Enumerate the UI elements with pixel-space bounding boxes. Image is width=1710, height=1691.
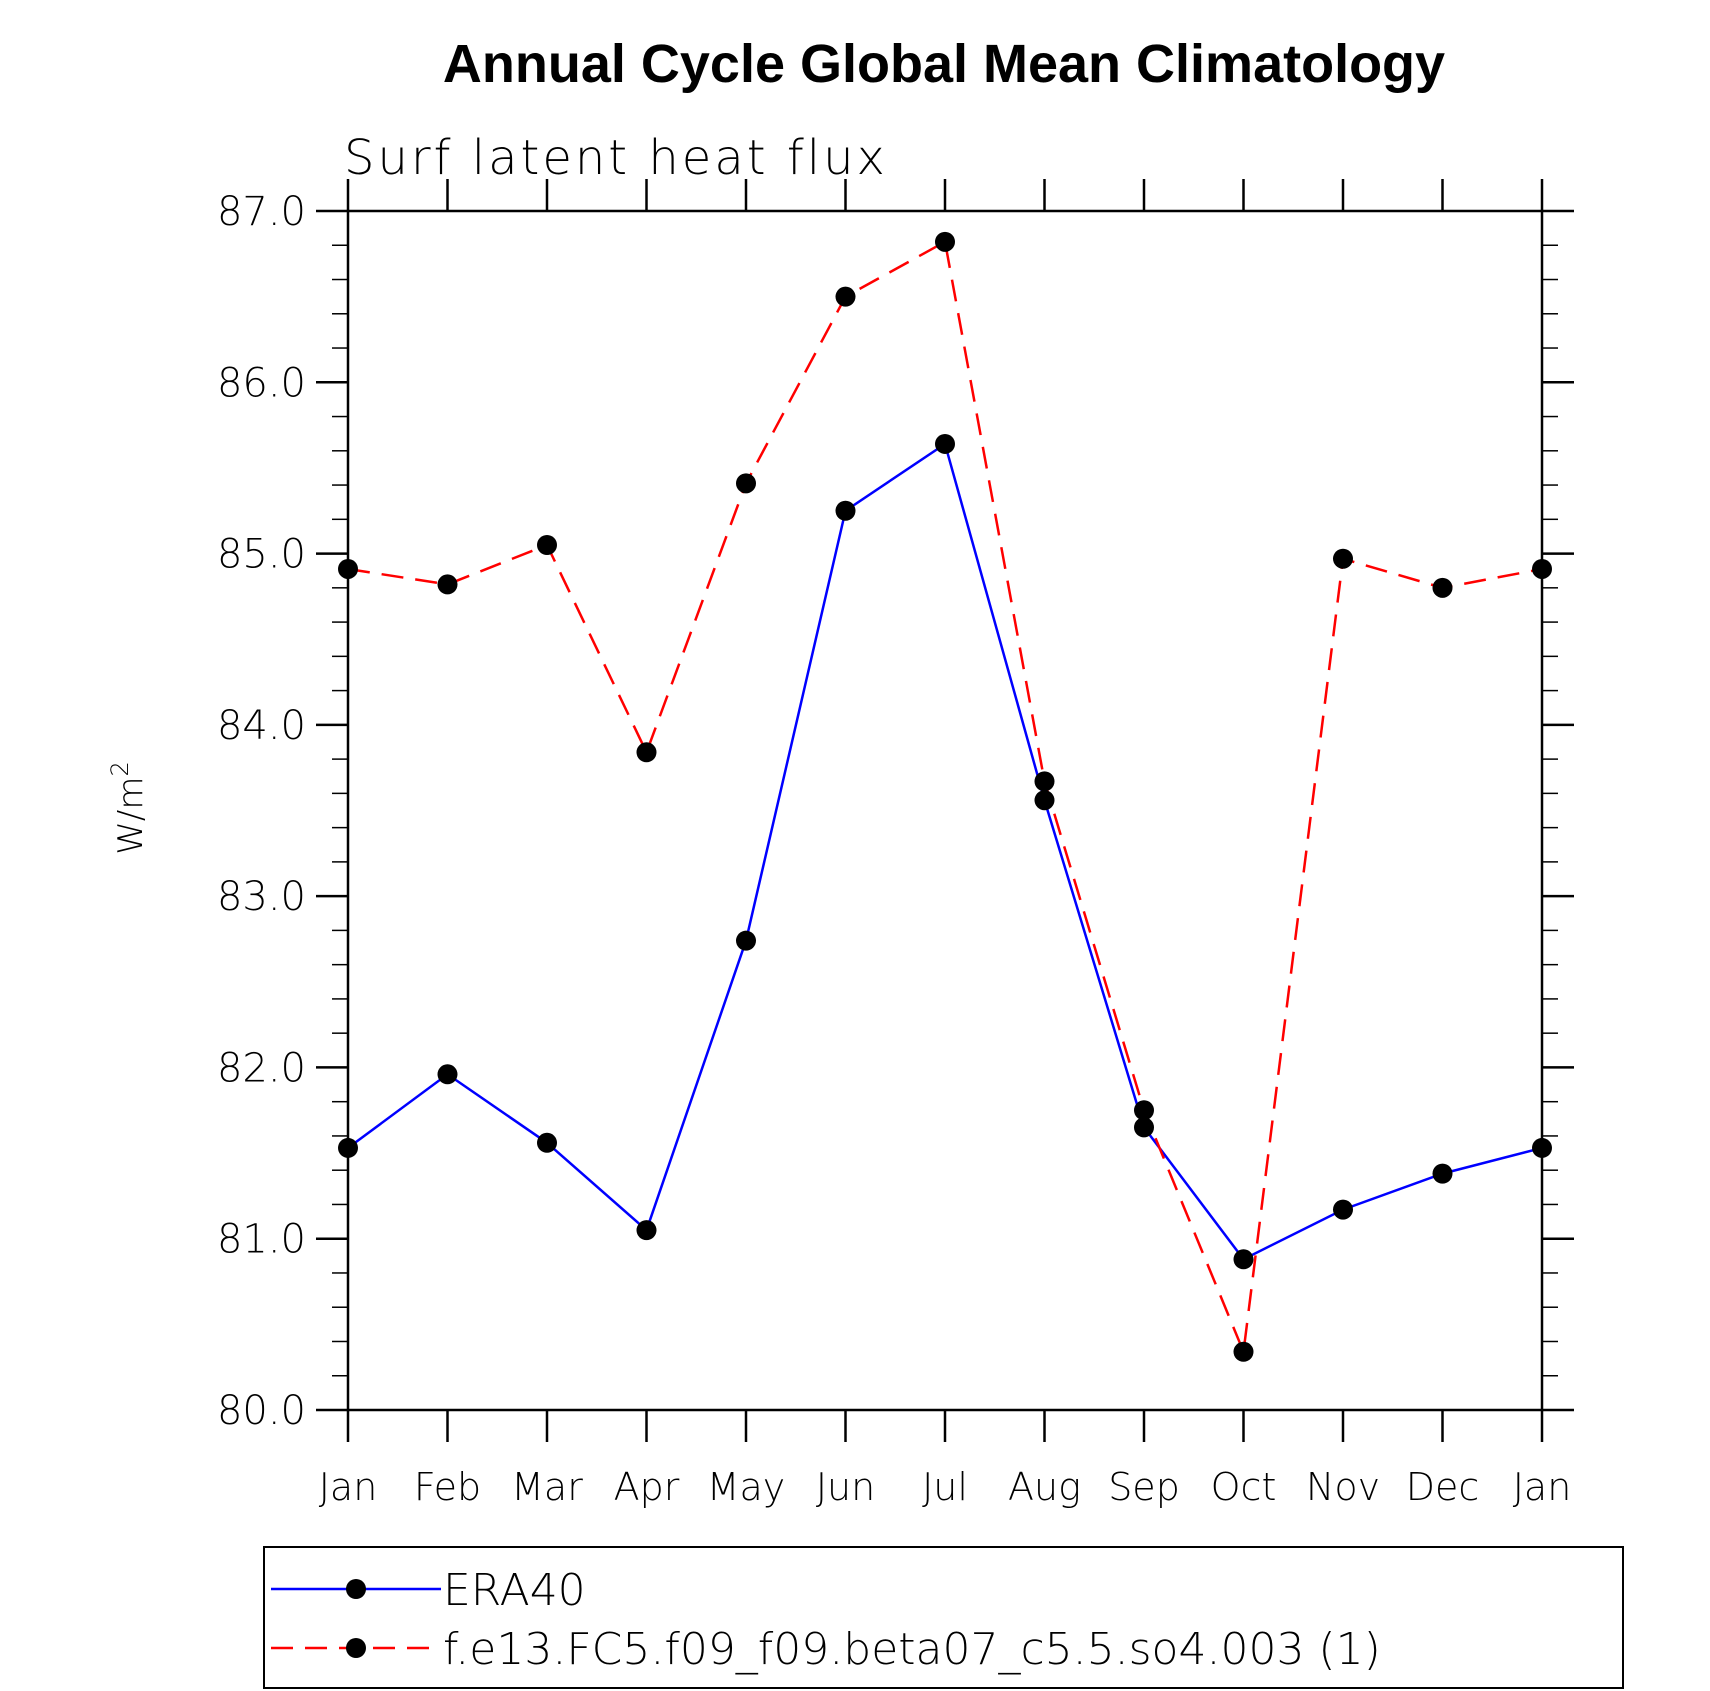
y-axis-label: W/m2 xyxy=(106,761,151,854)
legend-box xyxy=(263,1546,1624,1689)
y-tick-label: 82.0 xyxy=(217,1045,306,1091)
data-point-series-2 xyxy=(437,574,458,595)
y-tick-label: 84.0 xyxy=(217,703,306,749)
y-ticks: 80.0 81.0 82.0 83.0 84.0 85.0 86.0 87.0 xyxy=(217,189,1574,1434)
data-point-series-1 xyxy=(835,500,856,521)
y-tick-label: 87.0 xyxy=(217,189,306,235)
data-point-series-2 xyxy=(1233,1341,1254,1362)
x-ticks: Jan Feb Mar Apr May Jun Jul Aug Sep Oct Nov Dec Jan xyxy=(319,179,1572,1509)
data-point-series-2 xyxy=(1333,548,1353,569)
data-point-series-1 xyxy=(1034,790,1055,811)
axes xyxy=(346,209,1544,1412)
data-point-series-2 xyxy=(835,286,856,307)
data-point-series-2 xyxy=(537,535,557,556)
data-point-series-2 xyxy=(1432,577,1453,598)
legend-items: ERA40 f.e13.FC5.f09_f09.beta07_c5.5.so4.0… xyxy=(271,1565,1381,1675)
data-point-series-1 xyxy=(1233,1249,1254,1270)
data-point-series-2 xyxy=(636,742,657,763)
data-point-series-1 xyxy=(1532,1137,1552,1158)
x-tick-label: Oct xyxy=(1211,1465,1277,1509)
data-point-series-1 xyxy=(1333,1199,1353,1220)
data-point-series-1 xyxy=(935,433,955,454)
data-point-series-1 xyxy=(1134,1117,1154,1138)
y-tick-label: 80.0 xyxy=(217,1388,306,1434)
data-point-series-2 xyxy=(1034,771,1055,792)
x-tick-label: Dec xyxy=(1406,1465,1480,1509)
y-tick-label: 81.0 xyxy=(217,1217,306,1263)
legend-marker-1 xyxy=(346,1579,366,1599)
plot-frame xyxy=(346,209,1544,1412)
y-tick-label: 83.0 xyxy=(217,874,306,920)
x-tick-label: Apr xyxy=(614,1465,680,1509)
data-point-series-2 xyxy=(338,558,358,579)
series-line-1 xyxy=(347,441,1543,1261)
data-point-series-1 xyxy=(437,1064,458,1085)
series-line-2 xyxy=(347,239,1543,1357)
legend-label-1: ERA40 xyxy=(443,1565,586,1616)
data-point-series-2 xyxy=(935,231,955,252)
x-tick-label: Jul xyxy=(922,1465,968,1509)
x-tick-label: Aug xyxy=(1008,1465,1081,1509)
y-tick-label: 85.0 xyxy=(217,532,306,578)
data-point-series-2 xyxy=(1532,558,1552,579)
y-tick-label: 86.0 xyxy=(217,360,306,406)
legend-label-2: f.e13.FC5.f09_f09.beta07_c5.5.so4.003 (1… xyxy=(443,1624,1381,1675)
chart-title: Annual Cycle Global Mean Climatology xyxy=(443,34,1445,94)
series-layer xyxy=(338,231,1552,1362)
data-point-series-1 xyxy=(736,930,756,951)
data-point-series-2 xyxy=(1134,1100,1154,1121)
x-tick-label: Jan xyxy=(319,1465,378,1509)
y-axis-label-base: W/m xyxy=(111,777,151,855)
legend-marker-2 xyxy=(346,1638,366,1658)
data-point-series-1 xyxy=(636,1220,657,1241)
x-tick-label: Feb xyxy=(414,1465,481,1509)
x-tick-label: Nov xyxy=(1306,1465,1380,1509)
x-tick-label: May xyxy=(707,1465,786,1509)
y-axis-label-superscript: 2 xyxy=(106,761,134,776)
data-point-series-1 xyxy=(537,1132,557,1153)
data-point-series-1 xyxy=(1432,1163,1453,1184)
x-tick-label: Jun xyxy=(816,1465,875,1509)
data-point-series-2 xyxy=(736,473,756,494)
legend: ERA40 f.e13.FC5.f09_f09.beta07_c5.5.so4.0… xyxy=(263,1546,1624,1689)
x-tick-label: Jan xyxy=(1513,1465,1572,1509)
data-point-series-1 xyxy=(338,1137,358,1158)
x-tick-label: Mar xyxy=(511,1465,583,1509)
x-tick-label: Sep xyxy=(1108,1465,1180,1509)
chart-subtitle: Surf latent heat flux xyxy=(344,130,888,186)
